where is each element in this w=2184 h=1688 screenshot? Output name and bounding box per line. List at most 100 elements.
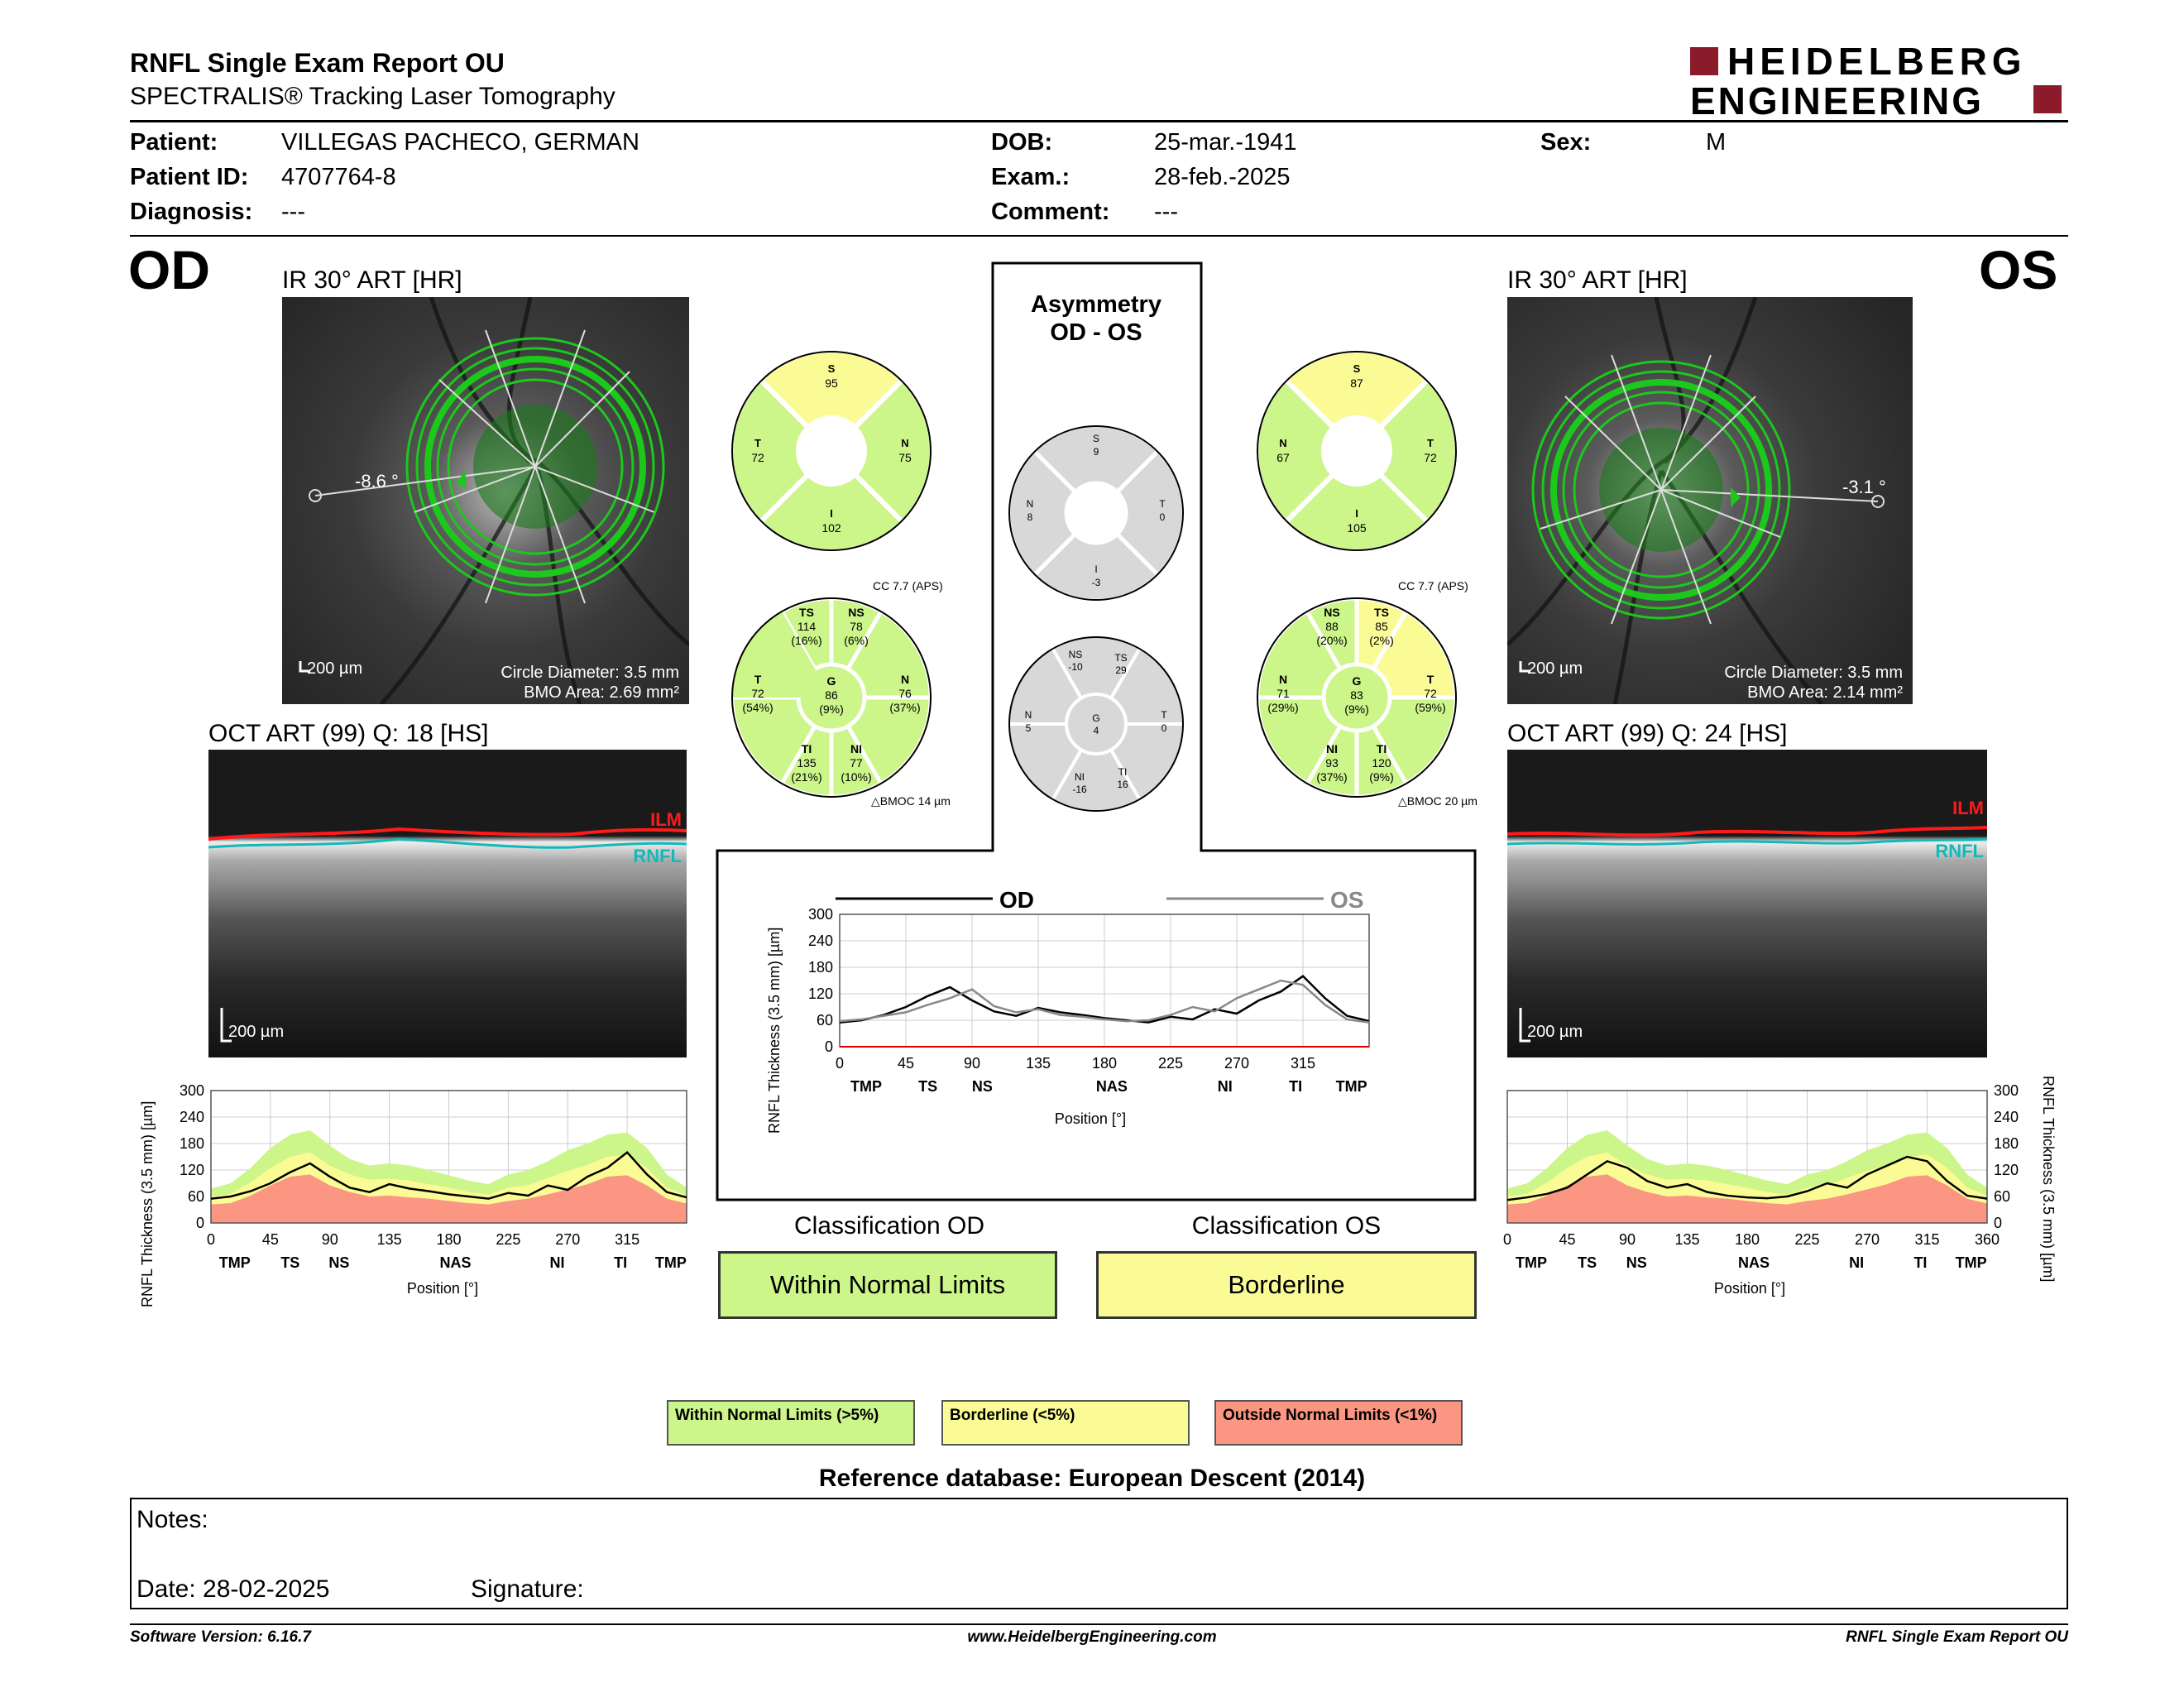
od-s-ti-pct: (21%) (791, 770, 821, 784)
footer-url[interactable]: www.HeidelbergEngineering.com (967, 1628, 1217, 1646)
logo-line-1: HEIDELBERG (1727, 40, 2027, 83)
sector-axis-label: NS (972, 1078, 993, 1095)
od-s-t-value: 72 (751, 687, 764, 700)
asym-s-ni-label: NI (1075, 771, 1085, 783)
y-tick-label: 300 (180, 1082, 204, 1099)
sector-axis-label: TI (1289, 1078, 1302, 1095)
od-s-ns-label: NS (848, 606, 864, 619)
od-s-n-value: 76 (898, 687, 912, 700)
od-circle-diameter: Circle Diameter: 3.5 mm (500, 664, 679, 682)
os-classification-title: Classification OS (1191, 1212, 1382, 1240)
asym-s-n-value: 5 (1026, 722, 1032, 734)
od-q-s-label: S (828, 362, 836, 375)
x-tick-label: 225 (1158, 1055, 1183, 1072)
os-fundus-image: -3.1 ° 200 µm Circle Diameter: 3.5 mm BM… (1507, 297, 1913, 704)
asym-s-ti-value: 16 (1117, 779, 1128, 790)
asymmetry-title-2: OD - OS (1050, 319, 1142, 346)
x-tick-label: 315 (615, 1231, 639, 1248)
od-eye-label: OD (128, 239, 210, 300)
sector-axis-label: NAS (1738, 1254, 1770, 1271)
asym-q-i-value: -3 (1092, 577, 1101, 588)
asym-s-ns-value: -10 (1068, 661, 1083, 673)
notes-box[interactable]: Notes: Date: 28-02-2025 Signature: (130, 1498, 2068, 1609)
os-s-ti-value: 120 (1372, 756, 1391, 770)
legend-outside-normal: Outside Normal Limits (<1%) (1214, 1400, 1463, 1446)
od-oct-scale: 200 µm (228, 1023, 284, 1041)
asym-q-s-label: S (1093, 433, 1099, 444)
x-tick-label: 135 (1026, 1055, 1051, 1072)
os-q-i-value: 105 (1347, 521, 1367, 535)
od-quadrant-disc: S 95 T 72 N 75 I 102 (728, 348, 935, 554)
sector-axis-label: TMP (1336, 1078, 1367, 1095)
sector-axis-label: NI (549, 1254, 564, 1271)
plot-frame (1506, 1090, 1988, 1224)
os-fundus-overlay: -3.1 ° 200 µm Circle Diameter: 3.5 mm BM… (1507, 297, 1903, 704)
os-oct-overlay: ILM RNFL 200 µm (1507, 798, 1987, 1043)
od-s-n-pct: (37%) (889, 701, 920, 714)
logo-square-1 (1690, 47, 1718, 75)
y-tick-label: 60 (1994, 1188, 2010, 1205)
asym-s-t-label: T (1161, 709, 1167, 721)
os-q-i-label: I (1355, 507, 1358, 520)
os-oct-scale: 200 µm (1527, 1023, 1583, 1041)
od-q-t-label: T (754, 437, 761, 449)
comparison-chart: OD OS RNFL Thickness (3.5 mm) [µm] Posit… (766, 887, 1370, 1134)
y-tick-label: 240 (180, 1109, 204, 1125)
y-tick-label: 240 (1994, 1109, 2019, 1125)
asym-s-n-label: N (1025, 709, 1032, 721)
sector-axis-label: TMP (1516, 1254, 1547, 1271)
os-q-t-label: T (1427, 437, 1434, 449)
asym-q-n-label: N (1027, 498, 1034, 510)
x-tick-label: 45 (898, 1055, 914, 1072)
os-s-t-value: 72 (1424, 687, 1437, 700)
os-s-n-label: N (1279, 673, 1287, 686)
os-ilm-label: ILM (1952, 798, 1984, 818)
asym-q-t-value: 0 (1160, 511, 1166, 523)
x-tick-label: 270 (1224, 1055, 1249, 1072)
os-bmo-area: BMO Area: 2.14 mm² (1747, 683, 1903, 702)
od-s-ti-label: TI (802, 742, 812, 755)
y-tick-label: 120 (1994, 1162, 2019, 1178)
od-fundus-scale: 200 µm (307, 659, 362, 678)
series-line-od (210, 1150, 687, 1200)
os-s-ni-label: NI (1326, 742, 1338, 755)
x-tick-label: 180 (1092, 1055, 1117, 1072)
asym-q-t-label: T (1159, 498, 1166, 510)
os-s-t-label: T (1427, 673, 1434, 686)
os-bmoc-label: △BMOC 20 µm (1398, 794, 1478, 808)
sex-value: M (1706, 129, 1727, 156)
brand-logo: HEIDELBERG ENGINEERING (1690, 40, 2069, 122)
os-ir-title: IR 30° ART [HR] (1507, 266, 1688, 294)
x-tick-label: 180 (436, 1231, 461, 1248)
dob-label: DOB: (991, 129, 1053, 156)
os-s-g-value: 83 (1350, 688, 1363, 702)
os-oct-scan: ILM RNFL 200 µm (1507, 750, 1987, 1057)
os-sector-disc: NS 88 (20%) TS 85 (2%) N 71 (29%) G 83 (… (1255, 596, 1458, 799)
band-outside-normal (1507, 1174, 1987, 1223)
os-s-g-label: G (1353, 674, 1362, 688)
os-bmoc-value: BMOC 20 µm (1406, 794, 1478, 808)
cmp-legend-os: OS (1330, 887, 1363, 913)
os-rnfl-label: RNFL (1935, 841, 1984, 861)
os-s-ts-value: 85 (1375, 620, 1388, 633)
series-line-od (839, 975, 1370, 1024)
os-chart-ylabel: RNFL Thickness (3.5 mm) [µm] (2040, 1076, 2057, 1282)
os-eye-label: OS (1979, 239, 2058, 300)
delta-icon: △ (1398, 794, 1407, 808)
asym-s-ns-label: NS (1069, 649, 1083, 660)
od-bmo-area: BMO Area: 2.69 mm² (524, 683, 679, 702)
asym-s-ti-label: TI (1118, 766, 1128, 778)
sector-axis-label: NAS (439, 1254, 471, 1271)
y-tick-label: 300 (808, 906, 833, 923)
od-chart-xlabel: Position [°] (407, 1280, 478, 1297)
od-bmoc-label: △BMOC 14 µm (871, 794, 951, 808)
x-tick-label: 45 (262, 1231, 279, 1248)
signature-label: Signature: (471, 1575, 584, 1603)
cmp-chart-ylabel: RNFL Thickness (3.5 mm) [µm] (766, 928, 783, 1134)
od-s-g-pct: (9%) (819, 703, 844, 716)
od-classification-title: Classification OD (793, 1212, 985, 1240)
y-tick-label: 0 (825, 1038, 833, 1055)
diagnosis-value: --- (281, 199, 305, 225)
x-tick-label: 225 (496, 1231, 520, 1248)
sector-axis-label: TI (614, 1254, 627, 1271)
